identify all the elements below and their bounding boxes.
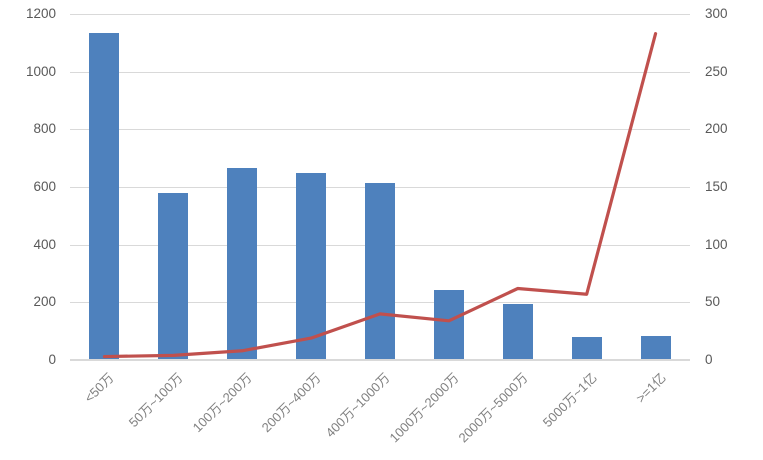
y-axis-right-tick: 200	[705, 121, 728, 137]
y-axis-left-tick: 1000	[25, 63, 56, 79]
gridline	[70, 14, 690, 15]
y-axis-left-tick: 1200	[25, 6, 56, 21]
bar-series	[70, 14, 690, 360]
y-axis-right-tick: 250	[705, 63, 728, 79]
bar[interactable]	[158, 192, 189, 360]
bar[interactable]	[89, 32, 120, 360]
gridline	[70, 360, 690, 361]
bar[interactable]	[640, 335, 671, 360]
gridline	[70, 71, 690, 73]
y-axis-right: 0 50 100 150 200 250 300	[697, 7, 757, 366]
y-axis-left-tick: 0	[48, 352, 56, 367]
y-axis-right-tick: 150	[705, 179, 728, 194]
y-axis-left-tick: 400	[33, 236, 56, 252]
category-axis-line	[70, 359, 690, 360]
y-axis-left-tick: 800	[33, 121, 56, 137]
y-axis-right-tick: 300	[705, 6, 728, 21]
bar[interactable]	[433, 289, 464, 360]
line-series	[102, 32, 658, 359]
line-series-path	[102, 32, 658, 359]
y-axis-left-tick: 600	[33, 179, 56, 194]
bar[interactable]	[502, 303, 533, 360]
y-axis-right-tick: 50	[705, 294, 721, 310]
bar[interactable]	[365, 183, 395, 360]
gridline	[70, 129, 690, 131]
y-axis-right-tick: 100	[705, 236, 728, 252]
bar[interactable]	[571, 336, 602, 360]
bar[interactable]	[227, 168, 258, 360]
y-axis-left: 0 200 400 600 800 1000 1200	[4, 7, 64, 366]
y-axis-right-tick: 0	[705, 352, 713, 367]
plot-area	[70, 14, 690, 361]
y-axis-left-tick: 200	[33, 294, 56, 310]
bar[interactable]	[296, 172, 327, 360]
x-axis-labels: <50万 50万~100万 100万~200万 200万~400万 400万~1000万…	[70, 360, 690, 460]
